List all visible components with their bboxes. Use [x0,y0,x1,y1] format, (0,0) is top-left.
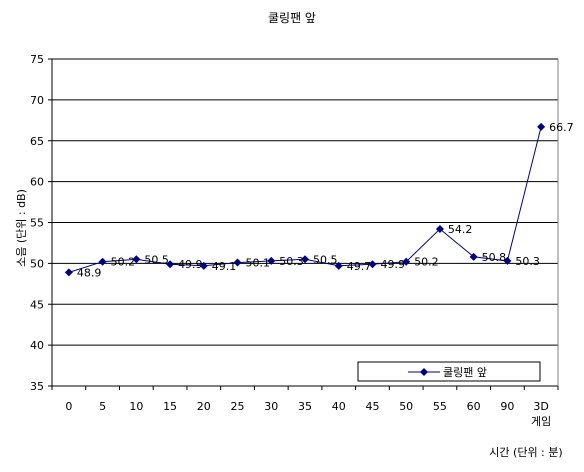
y-tick-label: 40 [30,339,44,352]
data-label: 49.1 [212,260,237,273]
data-label: 48.9 [77,266,102,279]
x-tick-label: 55 [433,400,447,413]
data-point [402,257,411,266]
x-tick-label: 35 [298,400,312,413]
x-tick-label: 10 [129,400,143,413]
data-label: 50.5 [313,253,338,266]
data-point [64,268,73,277]
data-label: 50.1 [246,257,270,270]
legend-marker [420,368,428,376]
data-label: 50.8 [482,251,507,264]
x-tick-label: 45 [365,400,379,413]
x-axis-title: 시간 (단위 : 분) [489,446,562,459]
legend: 쿨링팬 앞 [357,361,541,382]
y-tick-label: 45 [30,298,44,311]
plot-area: 35 40 45 50 55 60 65 70 75 0 5 10 15 20 25 30 35 40 45 50 55… [30,53,574,428]
data-label: 66.7 [549,121,574,134]
data-point [98,257,107,266]
data-label: 50.3 [279,255,304,268]
data-point [267,256,276,265]
data-label: 50.5 [144,253,169,266]
data-point [435,225,444,234]
x-tick-label: 15 [163,400,177,413]
x-tick-label: 90 [500,400,514,413]
data-point [469,252,478,261]
data-point [368,260,377,269]
x-tick-label: 20 [197,400,211,413]
y-tick-label: 75 [30,53,44,66]
x-tick-label: 5 [99,400,106,413]
x-tick-label: 게임 [531,415,551,428]
chart-title: 쿨링팬 앞 [268,11,316,25]
y-tick-label: 65 [30,135,44,148]
data-label: 50.2 [111,256,136,269]
x-tick-label: 50 [399,400,413,413]
x-tick-label: 30 [264,400,278,413]
data-point [301,255,309,264]
y-tick-label: 60 [30,176,44,189]
data-label: 50.3 [515,255,540,268]
data-point [132,255,141,264]
data-point [166,260,175,269]
x-tick-label: 0 [65,400,72,413]
y-tick-label: 35 [30,380,44,393]
x-tick-label: 3D [533,400,548,413]
y-tick-label: 70 [30,94,44,107]
y-axis-title: 소음 (단위 : dB) [15,189,28,267]
data-point [233,258,242,267]
data-point [503,256,512,265]
legend-box [357,361,541,382]
data-point [199,261,208,270]
data-label: 49.9 [178,258,203,271]
series-line [68,126,542,273]
x-tick-label: 40 [332,400,346,413]
data-label: 50.2 [414,256,439,269]
data-label: 49.9 [380,258,405,271]
data-point [537,122,546,131]
legend-label: 쿨링팬 앞 [443,366,487,379]
data-label: 49.7 [347,260,372,273]
x-tick-label: 60 [467,400,481,413]
x-tick-label: 25 [231,400,245,413]
data-point [334,261,343,270]
y-tick-label: 55 [30,217,44,230]
data-label: 54.2 [448,223,473,236]
y-tick-label: 50 [30,257,44,270]
